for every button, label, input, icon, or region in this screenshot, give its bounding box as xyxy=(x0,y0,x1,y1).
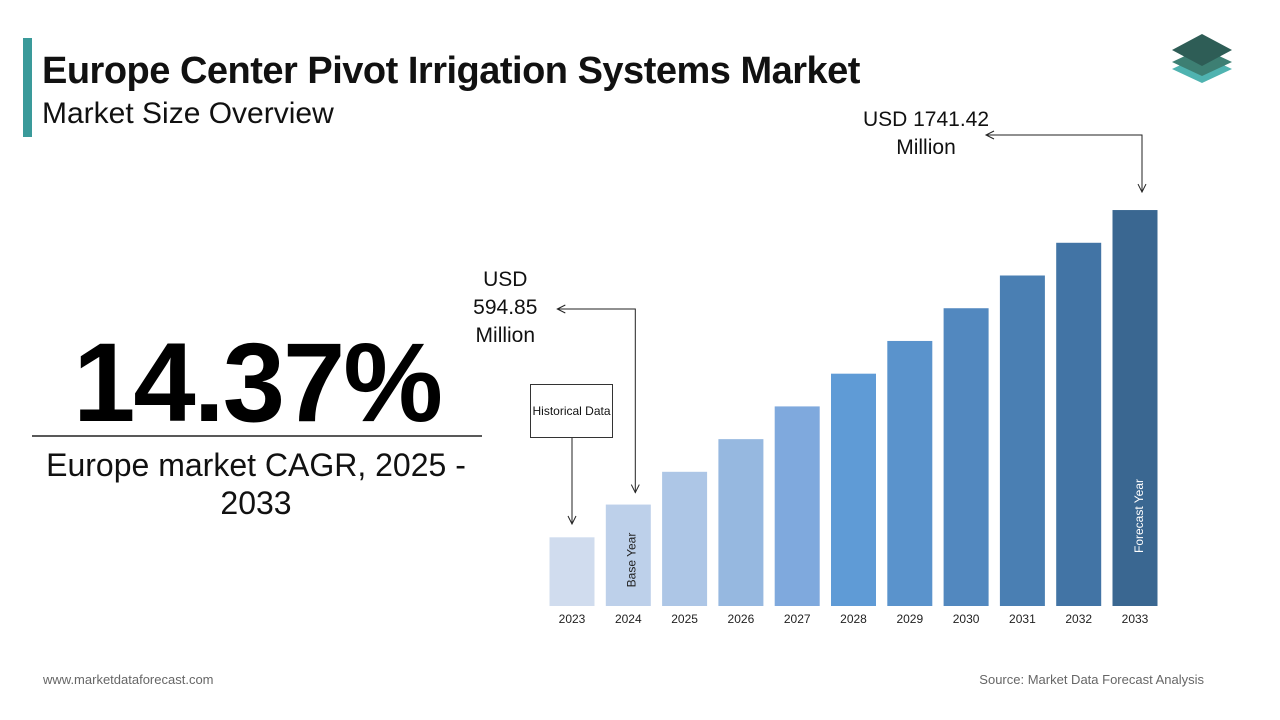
value-label: USD 1741.42 Million xyxy=(862,108,990,159)
x-tick-label: 2023 xyxy=(559,612,586,626)
bar xyxy=(943,308,989,606)
x-tick-label: 2024 xyxy=(615,612,642,626)
bar xyxy=(887,340,933,606)
historical-box: Historical Data xyxy=(530,384,613,438)
arrow xyxy=(986,134,1142,192)
bar xyxy=(774,406,820,606)
cagr-value: 14.37% xyxy=(73,320,443,445)
bar xyxy=(999,275,1045,606)
x-tick-label: 2029 xyxy=(896,612,923,626)
subtitle: Market Size Overview xyxy=(42,97,334,130)
bar xyxy=(662,471,708,606)
x-tick-label: 2031 xyxy=(1009,612,1036,626)
forecast-year-label: Forecast Year xyxy=(1132,479,1146,553)
x-tick-label: 2027 xyxy=(784,612,811,626)
bar xyxy=(1112,210,1158,607)
x-tick-label: 2026 xyxy=(728,612,755,626)
x-tick-label: 2025 xyxy=(671,612,698,626)
bar xyxy=(831,373,876,606)
base-year-label: Base Year xyxy=(624,533,638,588)
logo xyxy=(1172,34,1232,83)
arrow-head xyxy=(556,304,566,314)
value-label: USD 594.85 Million xyxy=(473,268,538,347)
bar xyxy=(549,537,595,606)
bar xyxy=(605,504,651,606)
website: www.marketdataforecast.com xyxy=(43,672,214,687)
x-tick-label: 2030 xyxy=(953,612,980,626)
arrow-head xyxy=(984,130,995,140)
bar xyxy=(1056,242,1102,606)
source: Source: Market Data Forecast Analysis xyxy=(979,672,1204,687)
arrow xyxy=(557,308,635,493)
x-tick-label: 2033 xyxy=(1122,612,1149,626)
bar xyxy=(718,439,764,606)
cagr-label: Europe market CAGR, 2025 - 2033 xyxy=(46,447,466,521)
title: Europe Center Pivot Irrigation Systems M… xyxy=(42,50,860,92)
accent-bar xyxy=(23,38,32,137)
x-tick-label: 2028 xyxy=(840,612,867,626)
x-tick-label: 2032 xyxy=(1065,612,1092,626)
